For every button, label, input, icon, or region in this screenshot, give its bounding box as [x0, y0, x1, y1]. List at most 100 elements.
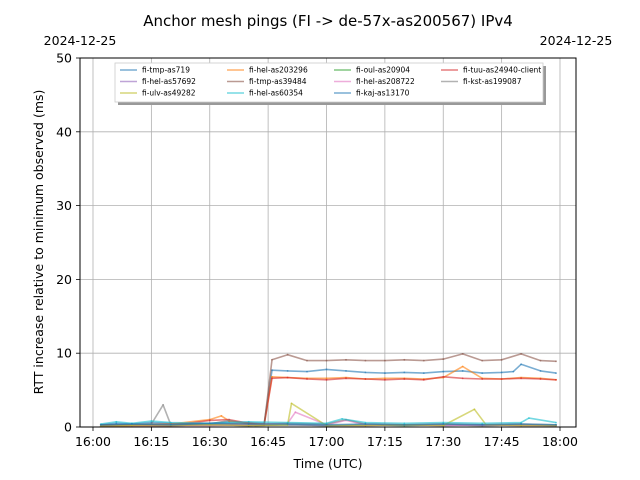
data-point — [131, 423, 133, 425]
data-point — [325, 359, 328, 362]
data-point — [500, 378, 503, 380]
y-axis-label: RTT increase relative to minimum observe… — [31, 90, 46, 395]
data-point — [384, 372, 386, 374]
data-point — [306, 378, 308, 380]
data-point — [325, 423, 328, 426]
data-point — [325, 377, 328, 380]
series-line-fi-tmp-as39484 — [100, 353, 557, 426]
data-point — [512, 370, 515, 373]
data-point — [461, 353, 464, 355]
legend-box — [114, 62, 544, 103]
data-point — [364, 423, 367, 425]
data-point — [115, 420, 118, 423]
data-point — [442, 424, 445, 427]
data-point — [169, 421, 172, 424]
data-point — [520, 424, 522, 427]
y-tick-label: 20 — [56, 272, 72, 287]
data-point — [403, 423, 406, 426]
legend-label: fi-kst-as199087 — [463, 77, 522, 86]
legend-label: fi-hel-as57692 — [142, 77, 196, 86]
data-point — [384, 359, 386, 362]
data-point — [520, 377, 522, 380]
data-point — [364, 421, 367, 424]
data-point — [341, 418, 343, 420]
y-tick-label: 10 — [56, 346, 72, 361]
data-point — [271, 375, 273, 378]
series-layer — [99, 353, 557, 428]
data-point — [403, 358, 406, 361]
data-point — [422, 372, 425, 374]
data-point — [555, 423, 557, 426]
data-point — [539, 378, 542, 380]
data-point — [271, 358, 273, 361]
y-tick-label: 0 — [64, 420, 72, 435]
data-point — [555, 372, 557, 374]
x-tick-label: 17:15 — [367, 434, 403, 449]
legend-label: fi-tmp-as719 — [142, 66, 190, 75]
data-point — [286, 353, 289, 356]
data-point — [403, 378, 406, 380]
y-tick-label: 50 — [56, 51, 72, 66]
data-point — [481, 422, 484, 425]
data-point — [162, 404, 165, 406]
data-point — [286, 376, 289, 379]
data-point — [481, 423, 484, 426]
data-point — [520, 421, 522, 424]
x-axis-label: Time (UTC) — [292, 456, 362, 471]
data-point — [286, 423, 289, 425]
data-point — [555, 360, 557, 363]
data-point — [208, 423, 211, 426]
data-point — [473, 408, 476, 411]
y-tick-label: 40 — [56, 124, 72, 139]
x-tick-label: 16:45 — [250, 434, 286, 449]
data-point — [364, 424, 367, 427]
data-point — [364, 378, 367, 380]
legend-label: fi-hel-as208722 — [356, 77, 415, 86]
data-point — [294, 411, 297, 414]
data-point — [403, 422, 406, 425]
x-tick-label: 17:45 — [484, 434, 520, 449]
data-point — [539, 359, 542, 362]
x-axis: 16:00 16:15 16:30 16:45 17:00 17:15 17:30 17:45… — [75, 427, 578, 449]
chart-title: Anchor mesh pings (FI -> de-57x-as200567… — [143, 12, 513, 30]
data-point — [306, 370, 308, 373]
data-point — [461, 370, 464, 372]
data-point — [461, 377, 464, 380]
data-point — [500, 358, 503, 361]
legend-label: fi-kaj-as13170 — [356, 89, 410, 98]
data-point — [286, 370, 289, 372]
data-point — [442, 421, 445, 424]
date-label-left: 2024-12-25 — [44, 33, 117, 48]
data-point — [442, 375, 445, 378]
data-point — [442, 358, 445, 360]
data-point — [500, 371, 503, 374]
data-point — [99, 423, 102, 426]
data-point — [208, 422, 211, 425]
data-point — [345, 358, 347, 361]
data-point — [442, 423, 445, 425]
y-tick-label: 30 — [56, 198, 72, 213]
data-point — [555, 421, 557, 424]
data-point — [345, 377, 347, 380]
date-label-right: 2024-12-25 — [540, 33, 613, 48]
data-point — [364, 371, 367, 374]
data-point — [461, 365, 464, 368]
x-tick-label: 17:30 — [425, 434, 461, 449]
data-point — [325, 368, 328, 371]
legend-label: fi-oul-as20904 — [356, 66, 410, 75]
legend-label: fi-hel-as60354 — [249, 89, 303, 98]
data-point — [555, 378, 557, 381]
data-point — [220, 415, 223, 417]
data-point — [539, 370, 542, 372]
x-tick-label: 18:00 — [542, 434, 578, 449]
x-tick-label: 16:30 — [192, 434, 228, 449]
legend: fi-tmp-as719 fi-hel-as203296 fi-oul-as2090… — [114, 62, 546, 105]
data-point — [150, 420, 153, 422]
y-axis: 0 10 20 30 40 50 — [56, 51, 80, 435]
legend-label: fi-hel-as203296 — [249, 66, 308, 75]
data-point — [247, 423, 250, 425]
data-point — [481, 378, 484, 380]
data-point — [520, 363, 522, 366]
x-tick-label: 16:15 — [133, 434, 169, 449]
